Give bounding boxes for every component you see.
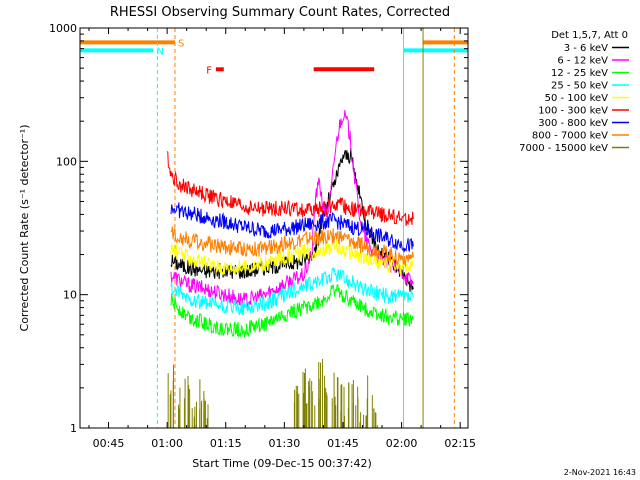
y-tick-label: 1000 (49, 22, 77, 35)
y-tick-label: 100 (56, 155, 77, 168)
series-lines (166, 109, 414, 428)
legend-label: 800 - 7000 keV (532, 131, 608, 142)
plot-frame (79, 27, 469, 429)
flag-label-s: S (178, 38, 184, 49)
x-axis-label: Start Time (09-Dec-15 00:37:42) (192, 457, 372, 470)
legend-label: 7000 - 15000 keV (519, 143, 608, 154)
legend-label: 300 - 800 keV (538, 118, 608, 129)
y-tick-label: 10 (63, 289, 77, 302)
y-tick-label: 1 (70, 422, 77, 435)
series-line-300-800-kev (170, 202, 414, 253)
x-tick-label: 01:15 (210, 437, 242, 450)
x-tick-label: 00:45 (93, 437, 125, 450)
y-axis-label: Corrected Count Rate (s⁻¹ detector⁻¹) (18, 125, 31, 332)
legend-label: 3 - 6 keV (564, 43, 608, 54)
legend-label: 12 - 25 keV (551, 68, 608, 79)
flag-label-f: F (206, 65, 212, 76)
flag-bars: S N F (80, 38, 468, 76)
legend-label: 50 - 100 keV (545, 93, 609, 104)
x-tick-label: 01:00 (151, 437, 183, 450)
series-line-12-25-kev (170, 283, 414, 339)
x-tick-label: 01:45 (327, 437, 359, 450)
vertical-markers (156, 28, 455, 428)
legend-label: 100 - 300 keV (538, 106, 608, 117)
axis-ticks: 00:45 01:00 01:15 01:30 01:45 02:00 02:15 1 10 10… (49, 22, 476, 450)
x-tick-label: 02:15 (444, 437, 476, 450)
series-line-100-300-kev (166, 151, 414, 227)
chart-title: RHESSI Observing Summary Count Rates, Co… (110, 5, 450, 20)
footer-timestamp: 2-Nov-2021 16:43 (564, 468, 636, 477)
legend-label: 25 - 50 keV (551, 81, 608, 92)
series-line-3-6-kev (170, 147, 414, 292)
series-line-800-7000-kev (170, 226, 414, 268)
series-line-25-50-kev (170, 267, 414, 316)
legend-label: 6 - 12 keV (557, 56, 608, 67)
x-tick-label: 02:00 (386, 437, 418, 450)
flag-label-n: N (156, 46, 163, 57)
legend-title: Det 1,5,7, Att 0 (551, 30, 628, 41)
x-tick-label: 01:30 (269, 437, 301, 450)
series-line-50-100-kev (170, 239, 414, 275)
